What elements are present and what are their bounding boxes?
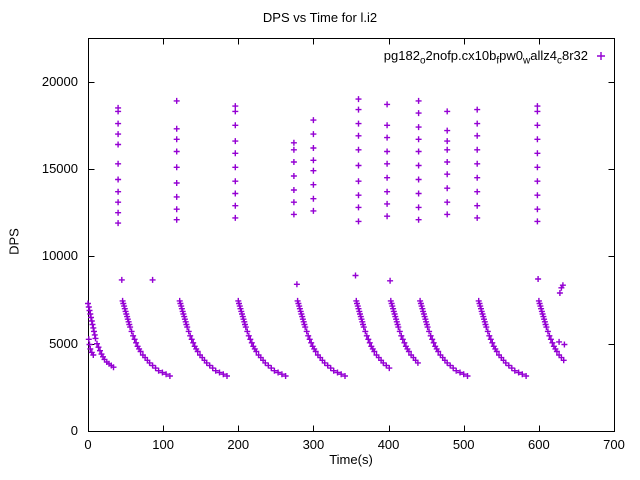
legend: pg182o2nofp.cx10bfpw0wallz4c8r32 xyxy=(384,48,588,67)
plot-border xyxy=(88,38,615,432)
chart-title: DPS vs Time for l.i2 xyxy=(262,10,378,25)
legend-label-subscript: f xyxy=(496,55,500,67)
y-tick-label: 0 xyxy=(70,423,78,438)
x-axis-label: Time(s) xyxy=(329,452,373,467)
legend-label-segment: pw0 xyxy=(499,48,523,63)
legend-label: pg182o2nofp.cx10bfpw0wallz4c8r32 xyxy=(383,48,588,67)
legend-label-segment: pg182 xyxy=(383,48,420,63)
scatter-points xyxy=(85,96,568,379)
axis-ticks xyxy=(88,38,615,432)
x-tick-label: 500 xyxy=(452,437,475,452)
legend-label-subscript: c xyxy=(556,55,562,67)
y-tick-label: 15000 xyxy=(41,161,78,176)
y-tick-label: 5000 xyxy=(49,335,78,351)
x-tick-label: 0 xyxy=(84,437,92,452)
x-tick-label: 400 xyxy=(377,437,400,452)
x-tick-label: 100 xyxy=(152,437,174,452)
x-tick-label: 300 xyxy=(302,437,325,452)
legend-label-segment: allz4 xyxy=(530,48,557,63)
legend-label-segment: 2nofp.cx10b xyxy=(425,48,497,63)
y-tick-label: 20000 xyxy=(41,73,78,89)
x-tick-label: 600 xyxy=(527,437,550,452)
legend-label-subscript: w xyxy=(522,55,531,67)
x-tick-label: 200 xyxy=(227,437,250,452)
y-tick-label: 10000 xyxy=(41,248,78,264)
legend-marker-icon xyxy=(597,52,605,60)
legend-label-segment: 8r32 xyxy=(561,48,588,63)
x-tick-label: 700 xyxy=(603,437,625,452)
y-axis-label: DPS xyxy=(6,228,22,255)
legend-label-subscript: o xyxy=(419,55,426,67)
